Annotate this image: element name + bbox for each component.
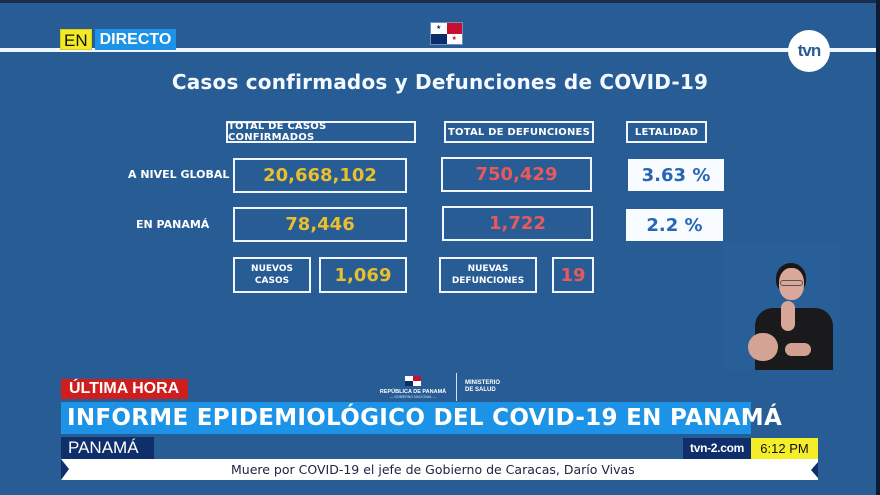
panama-flag-small-icon (405, 375, 421, 386)
tvn-logo: tvn (788, 30, 830, 72)
global-deaths-value: 750,429 (441, 157, 592, 192)
page-title: Casos confirmados y Defunciones de COVID… (171, 70, 709, 94)
new-deaths-label: NUEVAS DEFUNCIONES (439, 257, 537, 293)
ministry-line1: MINISTERIO (465, 380, 501, 386)
new-deaths-label-line2: DEFUNCIONES (451, 276, 525, 286)
header-total-deaths: TOTAL DE DEFUNCIONES (444, 121, 594, 143)
ticker-arrow-left-icon (61, 459, 69, 480)
location-tag: PANAMÁ (61, 437, 154, 459)
live-badge-directo: DIRECTO (94, 29, 177, 50)
new-deaths-value: 19 (552, 257, 594, 293)
global-lethality-value: 3.63 % (628, 159, 724, 191)
panama-flag-icon: ★ ★ (430, 22, 463, 45)
live-badge-en: EN (60, 29, 92, 50)
new-cases-label-line1: NUEVOS (251, 264, 293, 274)
government-logo: REPÚBLICA DE PANAMÁ — GOBIERNO NACIONAL … (372, 373, 500, 401)
right-edge (876, 0, 880, 495)
republic-name: REPÚBLICA DE PANAMÁ (379, 388, 447, 395)
interpreter-hand-lower (785, 343, 811, 356)
breaking-news-badge: ÚLTIMA HORA (61, 379, 189, 399)
sign-language-interpreter (723, 243, 840, 370)
ticker-text: Muere por COVID-19 el jefe de Gobierno d… (231, 462, 635, 477)
new-cases-value: 1,069 (319, 257, 407, 293)
headline-banner: INFORME EPIDEMIOLÓGICO DEL COVID-19 EN P… (61, 402, 782, 434)
interpreter-arm (748, 333, 778, 361)
interpreter-hand (781, 301, 795, 331)
ticker-arrow-right-icon (811, 462, 818, 478)
global-cases-value: 20,668,102 (233, 158, 407, 193)
ministry-name: MINISTERIO DE SALUD (465, 380, 500, 394)
website-tag: tvn-2.com (683, 438, 751, 459)
header-lethality: LETALIDAD (626, 121, 707, 143)
new-deaths-label-line1: NUEVAS (467, 264, 509, 274)
ministry-line2: DE SALUD (465, 387, 496, 393)
interpreter-glasses (780, 280, 803, 286)
row-label-global: A NIVEL GLOBAL (128, 168, 230, 181)
header-total-cases: TOTAL DE CASOS CONFIRMADOS (226, 121, 416, 143)
header-rule (0, 48, 876, 52)
republic-logo: REPÚBLICA DE PANAMÁ — GOBIERNO NACIONAL … (372, 375, 454, 399)
republic-sub: — GOBIERNO NACIONAL — (389, 394, 437, 399)
news-ticker: Muere por COVID-19 el jefe de Gobierno d… (61, 459, 818, 480)
panama-lethality-value: 2.2 % (626, 209, 723, 241)
clock-time: 6:12 PM (751, 438, 818, 459)
logo-divider (456, 373, 457, 401)
live-badge: EN DIRECTO (60, 29, 177, 50)
new-cases-label: NUEVOS CASOS (233, 257, 311, 293)
new-cases-label-line2: CASOS (254, 276, 290, 286)
row-label-panama: EN PANAMÁ (136, 218, 210, 231)
panama-cases-value: 78,446 (233, 207, 407, 242)
panama-deaths-value: 1,722 (442, 206, 593, 241)
interpreter-face (779, 268, 804, 300)
top-edge (0, 0, 876, 3)
